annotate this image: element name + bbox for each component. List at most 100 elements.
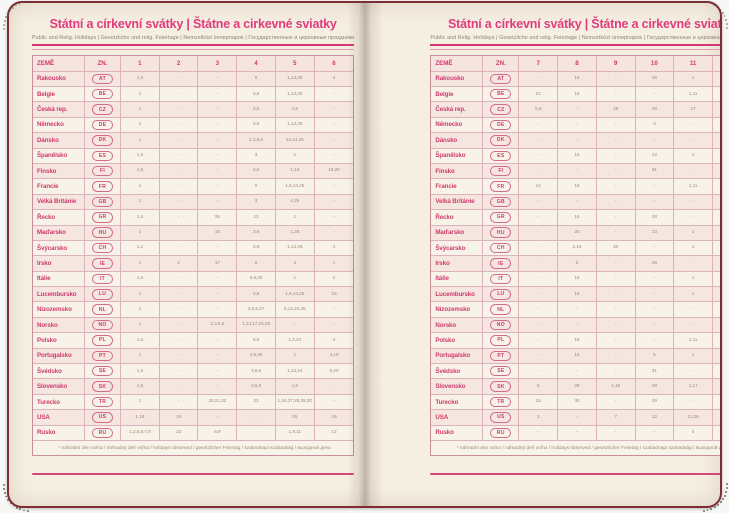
holiday-days-month-12: 25,26 bbox=[712, 118, 720, 134]
holiday-days-month-8: - bbox=[558, 163, 597, 180]
holiday-days-month-8: 30 bbox=[558, 394, 597, 411]
perforation-dot bbox=[3, 27, 5, 30]
holiday-days-month-5: 1 bbox=[275, 210, 315, 226]
holiday-days-month-5: - bbox=[275, 317, 315, 334]
country-code-badge: US bbox=[490, 412, 512, 423]
country-code-badge: CZ bbox=[490, 104, 512, 115]
holiday-days-month-3: - bbox=[198, 410, 238, 426]
country-name: Španělsko bbox=[37, 152, 68, 160]
holiday-days-month-2: - bbox=[159, 240, 199, 257]
perforation-dot bbox=[717, 504, 719, 506]
holiday-days-month-2: - bbox=[159, 225, 199, 241]
holiday-days-month-12: 25,26 bbox=[712, 333, 720, 349]
country-code-badge: FI bbox=[92, 165, 113, 177]
perforation-dot bbox=[709, 2, 712, 5]
holiday-days-month-1: 1,6 bbox=[121, 148, 160, 164]
country-code-badge: GR bbox=[92, 212, 113, 223]
country-code-badge: RU bbox=[490, 427, 512, 439]
country-code-cell: IE bbox=[483, 256, 520, 272]
holiday-days-month-1: 1,6 bbox=[121, 333, 160, 349]
country-code-cell: GR bbox=[85, 210, 121, 226]
table-row-ie: Irsko IE 1 2 17 6 4 1 bbox=[33, 256, 354, 272]
country-code-badge: PL bbox=[92, 335, 113, 346]
perforation-dot bbox=[3, 488, 5, 490]
country-name: Slovensko bbox=[435, 383, 466, 391]
holiday-days-month-7: - bbox=[519, 302, 559, 318]
country-name: Lucembursko bbox=[37, 290, 77, 298]
holiday-days-month-10: - bbox=[635, 333, 675, 349]
country-name-cell: Polsko bbox=[431, 333, 484, 349]
table-row-sk: Slovensko SK 1,6- -3,5,6 1,8- bbox=[33, 379, 354, 395]
table-row-de: Německo DE 1- -3,6 1,14,25- bbox=[33, 117, 354, 134]
holiday-days-month-4: 1,14,17,24,25 bbox=[237, 317, 276, 334]
country-name-cell: Nizozemsko bbox=[33, 302, 85, 318]
perforation-dot bbox=[719, 8, 722, 11]
perforation-dot bbox=[6, 12, 9, 15]
holiday-days-month-7: - bbox=[519, 133, 559, 149]
holiday-days-month-2: - bbox=[159, 379, 199, 395]
table-row-be: Belgie BE 1- -3,6 1,14,25- bbox=[33, 87, 354, 103]
country-name-cell: Belgie bbox=[431, 87, 484, 103]
country-name-cell: Dánsko bbox=[431, 133, 484, 149]
table-row-pl: Polsko PL 1,6- -5,6 1,3,24 4 bbox=[33, 333, 354, 349]
page-subtitle: Public and Relig. Holidays | Gesetzliche… bbox=[430, 34, 720, 41]
country-code-cell: RU bbox=[85, 425, 121, 441]
country-name-cell: Lucembursko bbox=[33, 287, 85, 303]
country-code-badge: SK bbox=[490, 381, 512, 392]
holiday-days-month-3: 20,21,22 bbox=[198, 394, 238, 411]
holiday-days-month-6: 6,20 bbox=[314, 364, 354, 380]
col-header-month-10: 10 bbox=[635, 55, 675, 72]
holiday-days-month-6: - bbox=[314, 133, 354, 149]
holiday-days-month-10: 29 bbox=[635, 394, 675, 411]
holiday-days-month-9: 28 bbox=[596, 102, 636, 118]
holiday-days-month-11: 17 bbox=[674, 102, 713, 118]
holiday-days-month-9: - bbox=[596, 87, 636, 103]
perforation-dot bbox=[27, 509, 29, 512]
holiday-days-month-7: 5 bbox=[519, 379, 559, 395]
holiday-days-month-4: 3,6 bbox=[237, 163, 276, 180]
holiday-days-month-5: 1,14 bbox=[275, 163, 315, 180]
holiday-days-month-3: - bbox=[198, 117, 238, 134]
holiday-days-month-10: 28 bbox=[635, 210, 675, 226]
holiday-days-month-6: 2 bbox=[314, 272, 354, 288]
holiday-days-month-8: 20 bbox=[558, 225, 597, 241]
holiday-days-month-1: 1 bbox=[121, 394, 160, 411]
table-row-nl: Nizozemsko NL 1- -3,5,6,27 5,14,24,25- bbox=[33, 302, 354, 318]
holiday-days-month-6: 19 bbox=[314, 410, 354, 426]
col-header-code: ZN. bbox=[85, 55, 121, 72]
country-name: Německo bbox=[435, 121, 463, 129]
perforation-dot bbox=[7, 498, 10, 501]
country-code-badge: SE bbox=[490, 365, 512, 377]
country-code-badge: FR bbox=[490, 181, 512, 192]
table-row-cz: Česká rep.CZ5,6-28281724,25,26 bbox=[431, 102, 720, 118]
country-name: Turecko bbox=[435, 398, 459, 406]
country-name: Norsko bbox=[37, 321, 58, 329]
perforation-dot bbox=[719, 501, 722, 504]
country-name: Rusko bbox=[37, 429, 56, 437]
holiday-days-month-3: - bbox=[198, 302, 238, 318]
country-name-cell: USA bbox=[33, 410, 85, 426]
country-name: Slovensko bbox=[37, 383, 68, 391]
country-name: Rusko bbox=[435, 429, 454, 437]
perforation-dot bbox=[710, 508, 713, 510]
page-title: Státní a církevní svátky | Štátne a cirk… bbox=[49, 17, 337, 31]
holiday-days-month-5: 1,14,25 bbox=[275, 87, 315, 103]
holiday-days-month-8: 1,15 bbox=[558, 240, 597, 257]
perforation-dot bbox=[9, 502, 12, 504]
col-header-month-4: 4 bbox=[237, 55, 276, 72]
country-code-badge: ES bbox=[92, 150, 113, 162]
country-code-badge: DE bbox=[490, 119, 512, 131]
country-name-cell: Maďarsko bbox=[431, 225, 484, 241]
perforation-dot bbox=[725, 487, 728, 489]
country-code-badge: BE bbox=[490, 88, 512, 100]
perforation-dot bbox=[18, 2, 21, 5]
country-name: Finsko bbox=[37, 167, 57, 175]
country-code-badge: ES bbox=[490, 150, 512, 162]
perforation-dot bbox=[5, 495, 8, 498]
perforation-dot bbox=[723, 15, 726, 18]
holiday-days-month-12: 25 bbox=[712, 87, 720, 103]
